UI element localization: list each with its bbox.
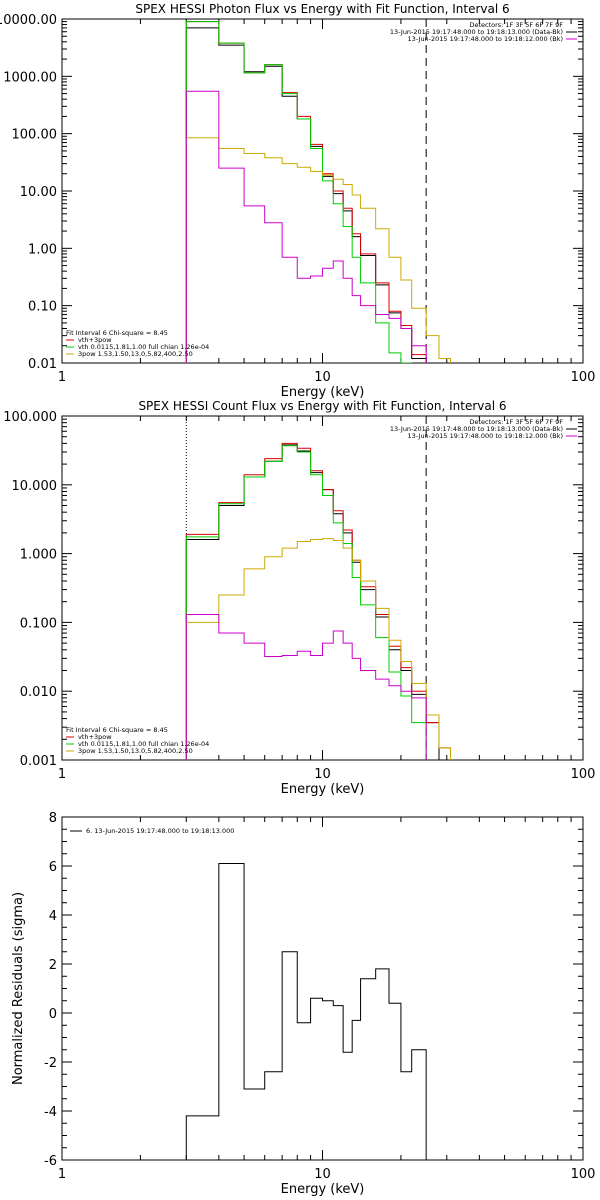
y-tick-label: 0.010 xyxy=(20,685,57,700)
y-tick-label: 6 xyxy=(49,860,57,875)
series-line-0 xyxy=(185,27,427,363)
legend-entry: Detectors: 1F 3F 5F 6F 7F 9F xyxy=(469,418,563,426)
legend-entry: Detectors: 1F 3F 5F 6F 7F 9F xyxy=(469,21,563,29)
x-tick-label: 100 xyxy=(571,767,596,782)
legend-entry: 13-Jun-2015 19:17:48.000 to 19:18:12.000… xyxy=(408,35,563,43)
x-axis-label: Energy (keV) xyxy=(281,782,365,797)
legend-entry: 13-Jun-2015 19:17:48.000 to 19:18:12.000… xyxy=(408,432,563,440)
y-tick-label: 0.100 xyxy=(20,616,57,631)
y-tick-label: 10.00 xyxy=(20,185,57,200)
chart-title: SPEX HESSI Count Flux vs Energy with Fit… xyxy=(138,399,506,413)
y-tick-label: -6 xyxy=(44,1154,57,1169)
y-tick-label: 1.00 xyxy=(28,242,57,257)
x-tick-label: 100 xyxy=(571,370,596,385)
y-tick-label: 100.000 xyxy=(3,410,57,425)
x-axis-label: Energy (keV) xyxy=(281,1182,365,1197)
x-tick-label: 10 xyxy=(314,767,331,782)
x-axis-label: Energy (keV) xyxy=(281,385,365,400)
photon-flux-panel: SPEX HESSI Photon Flux vs Energy with Fi… xyxy=(0,2,595,400)
y-tick-label: 4 xyxy=(49,909,57,924)
y-tick-label: 0.001 xyxy=(20,754,57,769)
legend-entry: 6. 13-Jun-2015 19:17:48.000 to 19:18:13.… xyxy=(86,827,234,835)
y-tick-label: 0 xyxy=(49,1007,57,1022)
data-layer xyxy=(185,863,427,1160)
data-layer xyxy=(185,21,451,363)
x-tick-label: 10 xyxy=(314,370,331,385)
series-line-4 xyxy=(185,614,427,760)
series-line-2 xyxy=(185,21,412,363)
y-tick-label: 2 xyxy=(49,958,57,973)
legend-entry: 13-Jun-2015 19:17:48.000 to 19:18:13.000… xyxy=(390,425,563,433)
y-tick-label: 1000.00 xyxy=(3,70,57,85)
legend-entry: Fit Interval 6 Chi-square = 8.45 xyxy=(66,726,168,734)
legend-entry: 13-Jun-2015 19:17:48.000 to 19:18:13.000… xyxy=(390,28,563,36)
series-line-2 xyxy=(185,445,427,760)
legend-entry: 3pow 1.53,1.50,13.0,5.82,400,2.50 xyxy=(78,350,193,358)
x-tick-label: 1 xyxy=(58,370,66,385)
y-tick-label: 1.000 xyxy=(20,548,57,563)
x-tick-label: 1 xyxy=(58,767,66,782)
series-line-3 xyxy=(185,137,451,363)
residuals-panel: 1 10 100 8 6 4 2 0 -2 -4 -6 Energy (keV) Normalized … xyxy=(11,811,595,1197)
y-tick-label: 100.00 xyxy=(12,128,58,143)
y-tick-label: 8 xyxy=(49,811,57,826)
x-tick-label: 100 xyxy=(571,1167,596,1182)
y-tick-label: 0.10 xyxy=(28,300,57,315)
y-tick-label: 10.000 xyxy=(12,479,58,494)
y-tick-label: 0.01 xyxy=(28,357,57,372)
series-line-1 xyxy=(185,21,427,363)
legend-entry: 3pow 1.53,1.50,13.0,5.82,400,2.50 xyxy=(78,747,193,755)
legend-entry: vth 0.0115,1.81,1.00 full chian 1.26e-04 xyxy=(78,740,209,748)
y-tick-label: -4 xyxy=(44,1105,57,1120)
series-line-1 xyxy=(185,442,451,760)
legend-entry: Fit Interval 6 Chi-square = 8.45 xyxy=(66,329,168,337)
series-line-3 xyxy=(185,538,451,760)
series-line-0 xyxy=(185,444,440,760)
y-axis-label: Normalized Residuals (sigma) xyxy=(11,892,26,1085)
legend-entry: vth+3pow xyxy=(78,733,112,741)
plot-frame xyxy=(61,415,584,761)
data-layer xyxy=(185,442,451,760)
chart-title: SPEX HESSI Photon Flux vs Energy with Fi… xyxy=(135,2,509,16)
legend-entry: vth 0.0115,1.81,1.00 full chian 1.26e-04 xyxy=(78,343,209,351)
x-tick-label: 1 xyxy=(58,1167,66,1182)
y-tick-label: 10000.00 xyxy=(0,13,57,28)
series-line-0 xyxy=(185,863,427,1160)
y-tick-label: -2 xyxy=(44,1056,57,1071)
plot-frame xyxy=(61,816,584,1161)
series-line-4 xyxy=(185,90,427,363)
x-tick-label: 10 xyxy=(314,1167,331,1182)
legend-entry: vth+3pow xyxy=(78,336,112,344)
plot-frame xyxy=(61,18,584,364)
count-flux-panel: SPEX HESSI Count Flux vs Energy with Fit… xyxy=(3,399,595,797)
